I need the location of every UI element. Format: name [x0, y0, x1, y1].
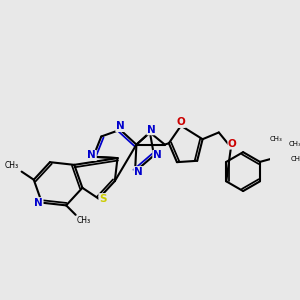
- Text: CH₃: CH₃: [77, 216, 91, 225]
- Text: CH₃: CH₃: [270, 136, 283, 142]
- Text: O: O: [177, 117, 185, 128]
- Text: N: N: [88, 150, 96, 161]
- Text: CH₃: CH₃: [291, 156, 300, 162]
- Text: N: N: [153, 150, 162, 161]
- Text: O: O: [228, 139, 237, 149]
- Text: S: S: [99, 194, 106, 204]
- Text: N: N: [116, 122, 124, 131]
- Text: CH₃: CH₃: [5, 161, 19, 170]
- Text: N: N: [34, 198, 43, 208]
- Text: N: N: [134, 167, 143, 177]
- Text: N: N: [147, 125, 156, 135]
- Text: CH₃: CH₃: [288, 141, 300, 147]
